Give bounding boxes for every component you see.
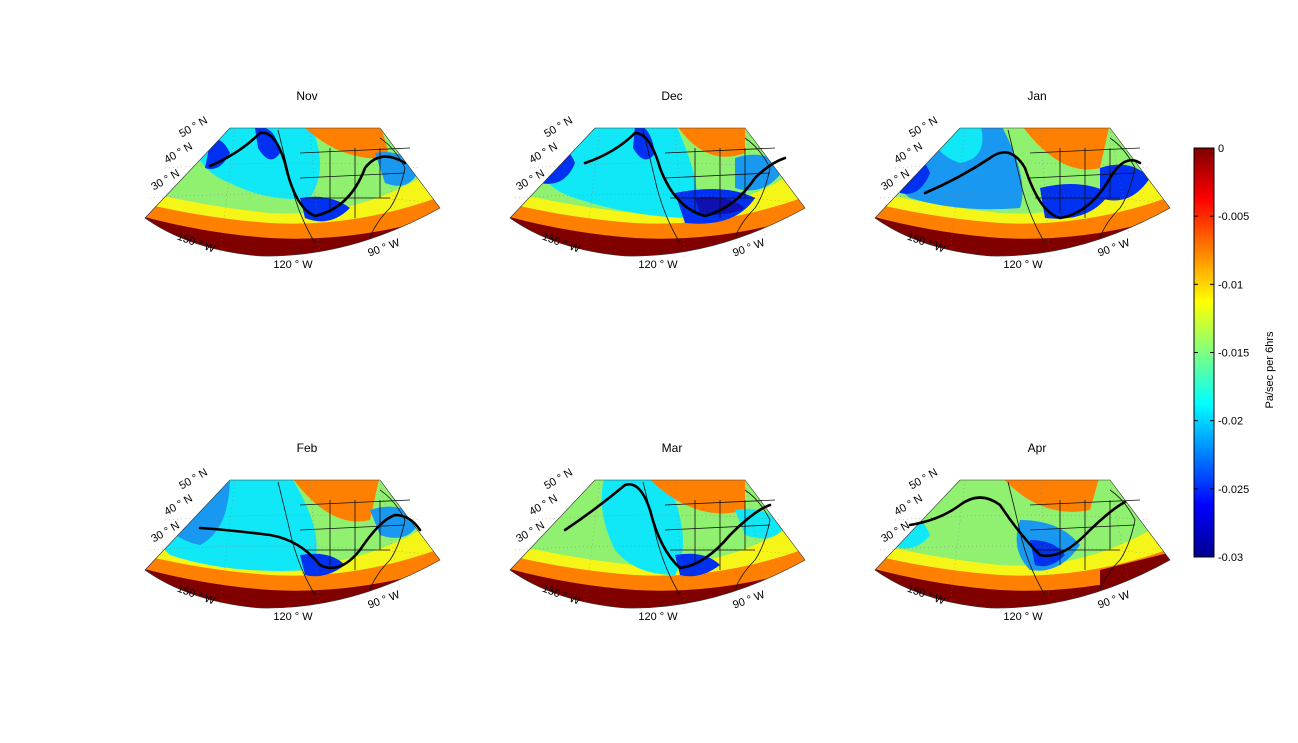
contour-field xyxy=(510,128,805,257)
jet-stream-track xyxy=(198,513,422,570)
graticule xyxy=(514,479,801,611)
lon-label: 90 ° W xyxy=(731,589,767,612)
map-frame xyxy=(509,479,806,609)
colorbar: 0 -0.005 -0.01 -0.015 -0.02 -0.025 -0.03 Pa/se… xyxy=(1193,143,1276,564)
lat-label: 40 ° N xyxy=(527,493,560,519)
panel-title: Mar xyxy=(662,441,683,455)
jet-stream-track xyxy=(923,151,1142,220)
lat-label: 40 ° N xyxy=(527,141,560,167)
jet-stream-track xyxy=(208,131,407,218)
graticule xyxy=(879,479,1166,611)
contour-field xyxy=(145,480,440,609)
lat-label: 40 ° N xyxy=(162,493,195,519)
map-frame xyxy=(874,479,1171,609)
coastline-boundaries xyxy=(642,129,776,244)
colorbar-tick-label: -0.02 xyxy=(1218,416,1243,428)
coastline-boundaries xyxy=(277,481,411,596)
coastline-boundaries xyxy=(642,481,776,596)
map-frame xyxy=(144,127,441,257)
lat-label: 50 ° N xyxy=(177,115,210,141)
lon-label: 120 ° W xyxy=(273,611,313,623)
lon-label: 90 ° W xyxy=(1096,589,1132,612)
panel-title: Dec xyxy=(661,89,682,103)
graticule xyxy=(149,127,436,259)
map-frame xyxy=(509,127,806,257)
lon-label: 90 ° W xyxy=(366,237,402,260)
jet-stream-track xyxy=(583,131,787,218)
panel-title: Apr xyxy=(1028,441,1047,455)
lat-label: 50 ° N xyxy=(542,467,575,493)
lat-label: 40 ° N xyxy=(892,493,925,519)
panel-title: Feb xyxy=(297,441,318,455)
lat-label: 50 ° N xyxy=(177,467,210,493)
lat-label: 40 ° N xyxy=(162,141,195,167)
colorbar-tick-label: -0.025 xyxy=(1218,484,1249,496)
contour-field xyxy=(875,480,1170,609)
lat-label: 40 ° N xyxy=(892,141,925,167)
colorbar-tick-label: 0 xyxy=(1218,143,1224,155)
lon-label: 120 ° W xyxy=(1003,259,1043,271)
panel-title: Jan xyxy=(1027,89,1046,103)
contour-field xyxy=(145,128,440,257)
jet-stream-track xyxy=(563,483,772,570)
lon-label: 90 ° W xyxy=(731,237,767,260)
lat-label: 50 ° N xyxy=(907,115,940,141)
lon-label: 90 ° W xyxy=(366,589,402,612)
lon-label: 120 ° W xyxy=(273,259,313,271)
lon-label: 120 ° W xyxy=(638,259,678,271)
colorbar-tick-label: -0.01 xyxy=(1218,279,1243,291)
contour-field xyxy=(510,480,805,609)
lon-label: 120 ° W xyxy=(638,611,678,623)
lon-label: 120 ° W xyxy=(1003,611,1043,623)
contour-field xyxy=(875,128,1170,257)
jet-stream-track xyxy=(908,496,1127,558)
map-frame xyxy=(144,479,441,609)
colorbar-tick-label: -0.005 xyxy=(1218,211,1249,223)
lon-label: 90 ° W xyxy=(1096,237,1132,260)
colorbar-tick-label: -0.03 xyxy=(1218,552,1243,564)
lat-label: 50 ° N xyxy=(907,467,940,493)
colorbar-label: Pa/sec per 6hrs xyxy=(1264,331,1276,409)
panel-title: Nov xyxy=(296,89,317,103)
colorbar-ticks: 0 -0.005 -0.01 -0.015 -0.02 -0.025 -0.03 xyxy=(1194,143,1249,564)
colorbar-tick-label: -0.015 xyxy=(1218,348,1249,360)
map-frame xyxy=(874,127,1171,257)
graticule xyxy=(514,127,801,259)
lat-label: 50 ° N xyxy=(542,115,575,141)
coastline-boundaries xyxy=(1007,129,1141,244)
